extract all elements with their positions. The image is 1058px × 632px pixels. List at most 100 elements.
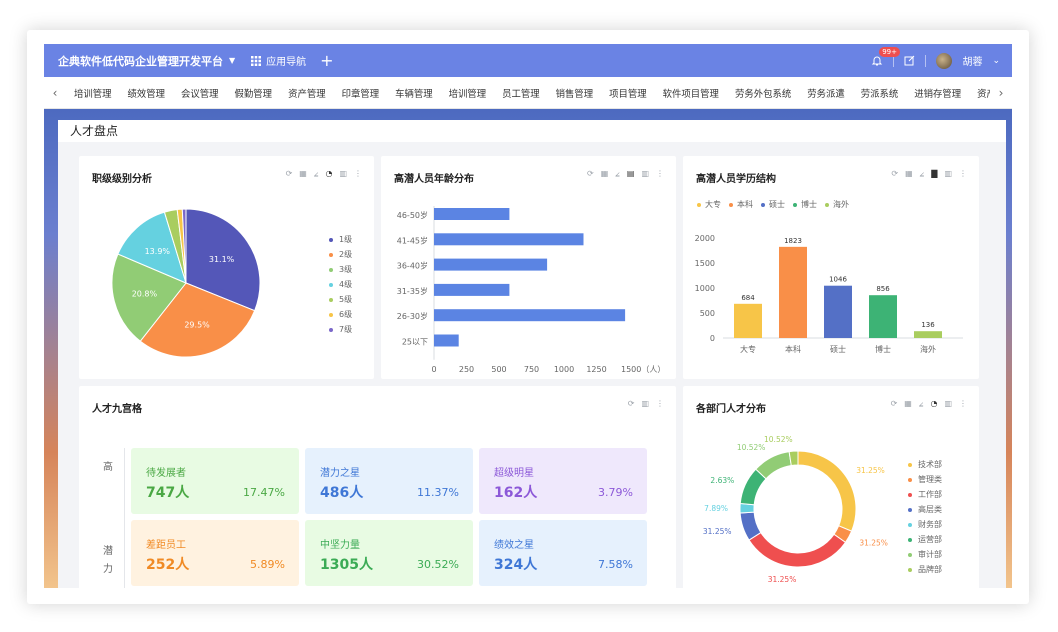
legend-dot (329, 267, 333, 272)
bar-chart-icon[interactable]: ▥ (641, 399, 649, 408)
grid-cell[interactable]: 超级明星 162人 3.79% (479, 448, 647, 514)
legend-item[interactable]: 海外 (825, 199, 849, 210)
chevron-down-icon[interactable]: ▼ (229, 56, 236, 65)
legend-item[interactable]: 本科 (729, 199, 753, 210)
pie-chart-icon[interactable]: ◔ (930, 399, 938, 408)
cell-count: 1305人 (320, 557, 373, 573)
legend-item[interactable]: 5级 (329, 292, 352, 307)
legend-label: 品牌部 (918, 565, 942, 574)
legend-item[interactable]: 财务部 (908, 517, 942, 532)
more-icon[interactable]: ⋮ (656, 399, 664, 408)
line-chart-icon[interactable]: ⦤ (919, 169, 925, 178)
chevron-right-icon[interactable]: › (998, 85, 1004, 100)
x-tick-label: 硕士 (830, 344, 846, 354)
tab-item[interactable]: 会议管理 (181, 88, 219, 100)
table-icon[interactable]: ▦ (905, 169, 913, 178)
add-icon[interactable]: + (320, 50, 334, 70)
refresh-icon[interactable]: ⟳ (285, 169, 293, 178)
legend-item[interactable]: 硕士 (761, 199, 785, 210)
edit-icon[interactable] (904, 55, 915, 66)
tab-item[interactable]: 印章管理 (341, 88, 380, 100)
bar-chart-icon[interactable]: ▇ (931, 169, 938, 178)
legend-label: 2级 (339, 250, 353, 259)
tab-item[interactable]: 销售管理 (555, 88, 594, 100)
donut-slice (797, 450, 857, 532)
line-chart-icon[interactable]: ⦤ (313, 169, 319, 178)
tab-item[interactable]: 培训管理 (448, 88, 487, 100)
bar (434, 258, 548, 271)
table-icon[interactable]: ▦ (299, 169, 307, 178)
refresh-icon[interactable]: ⟳ (891, 169, 899, 178)
legend-item[interactable]: 6级 (329, 307, 352, 322)
pie-chart-icon[interactable]: ◔ (325, 169, 333, 178)
tab-item[interactable]: 劳务派遣 (807, 88, 845, 100)
tab-item[interactable]: 员工管理 (502, 88, 540, 100)
tab-item[interactable]: 绩效管理 (127, 88, 166, 100)
divider (925, 54, 927, 67)
card-toolbar: ⟳ ▦ ⦤ ◔ ▥ ⋮ (286, 169, 362, 179)
legend-item[interactable]: 大专 (697, 199, 721, 210)
tab-item[interactable]: 软件项目管理 (662, 88, 719, 100)
table-icon[interactable]: ▦ (904, 399, 912, 408)
legend-item[interactable]: 技术部 (908, 457, 942, 472)
avatar[interactable] (936, 52, 953, 69)
legend-item[interactable]: 品牌部 (908, 562, 942, 577)
legend-item[interactable]: 1级 (329, 232, 352, 247)
tab-item[interactable]: 进销存管理 (914, 88, 962, 100)
age-distribution-card: 高潜人员年龄分布 ⟳ ▦ ⦤ ▤ ▥ ⋮ 46-50岁 41-45岁 36-40岁 31-35岁… (381, 156, 676, 379)
app-window: 企典软件低代码企业管理开发平台 ▼ 应用导航 + 胡蓉 ⌄ 99+ ‹ 培训管理… (44, 44, 1012, 588)
platform-title[interactable]: 企典软件低代码企业管理开发平台 (58, 54, 223, 68)
chevron-down-icon[interactable]: ⌄ (992, 55, 1000, 66)
tab-item[interactable]: 车辆管理 (395, 88, 433, 100)
top-navbar: 企典软件低代码企业管理开发平台 ▼ 应用导航 + 胡蓉 ⌄ 99+ (44, 44, 1012, 77)
level-pie-chart: 31.1% 29.5% 20.8% 13.9% (111, 208, 261, 358)
department-donut-chart: 31.25% 31.25% 31.25% 31.25% 7.89% 2.63% 10.52%… (703, 435, 888, 584)
legend-item[interactable]: 7级 (329, 322, 352, 337)
tab-item[interactable]: 资产管理 (288, 88, 326, 100)
legend-item[interactable]: 工作部 (908, 487, 942, 502)
bar-chart-icon[interactable]: ▥ (641, 169, 649, 178)
x-tick-label: 海外 (920, 344, 936, 354)
horizontal-bar-icon[interactable]: ▤ (626, 169, 635, 178)
dashboard-content: 职级级别分析 ⟳ ▦ ⦤ ◔ ▥ ⋮ 31.1% 29.5% 20.8% 13.9% 1级 2级 3… (58, 142, 1006, 588)
table-icon[interactable]: ▦ (600, 169, 609, 178)
refresh-icon[interactable]: ⟳ (587, 169, 594, 178)
bar-chart-icon[interactable]: ▥ (339, 169, 347, 178)
line-chart-icon[interactable]: ⦤ (918, 399, 924, 408)
grid-cell[interactable]: 潜力之星 486人 11.37% (305, 448, 473, 514)
app-nav-button[interactable]: 应用导航 (251, 53, 306, 68)
tab-item[interactable]: 劳务外包系统 (734, 88, 792, 100)
refresh-icon[interactable]: ⟳ (627, 399, 635, 408)
tab-item[interactable]: 培训管理 (74, 88, 112, 100)
user-name[interactable]: 胡蓉 (962, 57, 983, 68)
line-chart-icon[interactable]: ⦤ (615, 169, 620, 178)
refresh-icon[interactable]: ⟳ (890, 399, 898, 408)
tab-item[interactable]: 劳派系统 (860, 88, 899, 100)
legend-item[interactable]: 4级 (329, 277, 352, 292)
bell-icon[interactable] (871, 55, 883, 67)
legend-item[interactable]: 2级 (329, 247, 352, 262)
tab-item[interactable]: 资产管理 (977, 88, 990, 100)
more-icon[interactable]: ⋮ (959, 169, 967, 178)
more-icon[interactable]: ⋮ (959, 399, 967, 408)
tab-item[interactable]: 项目管理 (609, 88, 647, 100)
more-icon[interactable]: ⋮ (354, 169, 362, 178)
more-icon[interactable]: ⋮ (656, 169, 664, 178)
legend-item[interactable]: 3级 (329, 262, 352, 277)
y-tick-label: 0 (710, 334, 715, 343)
legend-item[interactable]: 审计部 (908, 547, 942, 562)
legend-item[interactable]: 运营部 (908, 532, 942, 547)
legend-item[interactable]: 管理类 (908, 472, 942, 487)
grid-cell[interactable]: 绩效之星 324人 7.58% (479, 520, 647, 586)
grid-cell[interactable]: 差距员工 252人 5.89% (131, 520, 299, 586)
bar-chart-icon[interactable]: ▥ (944, 169, 952, 178)
slice-label: 13.9% (145, 247, 171, 256)
chevron-left-icon[interactable]: ‹ (52, 85, 58, 100)
legend-item[interactable]: 博士 (793, 199, 817, 210)
legend-item[interactable]: 高层类 (908, 502, 942, 517)
grid-cell[interactable]: 待发展者 747人 17.47% (131, 448, 299, 514)
legend-label: 审计部 (918, 550, 942, 559)
tab-item[interactable]: 假勤管理 (234, 88, 273, 100)
bar-chart-icon[interactable]: ▥ (944, 399, 952, 408)
grid-cell[interactable]: 中坚力量 1305人 30.52% (305, 520, 473, 586)
